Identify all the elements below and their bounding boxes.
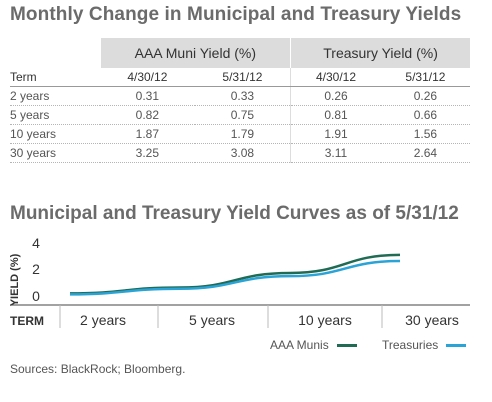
series-layer (69, 253, 401, 296)
cell-value: 0.81 (290, 105, 381, 125)
group-header-muni: AAA Muni Yield (%) (99, 38, 291, 68)
cell-value: 1.91 (290, 124, 381, 144)
group-header-blank (10, 38, 100, 68)
legend-swatch (336, 343, 357, 347)
yield-curve-chart: YIELD (%) 4 2 0 TERM 2 years 5 years 10 ye… (9, 235, 470, 328)
cell-value: 0.33 (194, 86, 291, 106)
legend-label: Treasuries (382, 338, 439, 352)
column-header-term: Term (10, 68, 100, 87)
column-header-muni-may: 5/31/12 (194, 68, 291, 87)
yields-table: AAA Muni Yield (%) Treasury Yield (%) Te… (10, 38, 470, 163)
table-column-header: Term 4/30/12 5/31/12 4/30/12 5/31/12 (10, 68, 470, 87)
cell-value: 3.11 (290, 143, 381, 163)
cell-value: 0.66 (380, 105, 470, 125)
x-tick-label: 2 years (80, 312, 126, 328)
row-term: 2 years (10, 86, 100, 106)
table-row: 30 years 3.25 3.08 3.11 2.64 (10, 143, 470, 163)
y-tick-label: 2 (32, 261, 40, 277)
x-axis-label: TERM (10, 314, 44, 328)
column-header-treasury-apr: 4/30/12 (290, 68, 381, 87)
cell-value: 0.26 (380, 86, 470, 106)
x-tick-layer: 2 years 5 years 10 years 30 years (59, 305, 459, 328)
x-tick-label: 5 years (189, 312, 235, 328)
table-row: 5 years 0.82 0.75 0.81 0.66 (10, 105, 470, 125)
cell-value: 0.82 (100, 105, 195, 125)
row-term: 10 years (10, 124, 100, 144)
cell-value: 0.31 (100, 86, 195, 106)
x-tick-label: 30 years (405, 312, 459, 328)
table-group-header: AAA Muni Yield (%) Treasury Yield (%) (10, 38, 470, 68)
table-row: 10 years 1.87 1.79 1.91 1.56 (10, 124, 470, 144)
series-line (69, 259, 401, 296)
cell-value: 0.26 (290, 86, 381, 106)
group-header-treasury: Treasury Yield (%) (290, 38, 470, 68)
x-tick-label: 10 years (298, 312, 352, 328)
legend-label: AAA Munis (270, 338, 329, 352)
cell-value: 2.64 (380, 143, 470, 163)
legend-item-muni: AAA Munis (270, 338, 357, 352)
cell-value: 1.79 (194, 124, 291, 144)
cell-value: 3.08 (194, 143, 291, 163)
legend-swatch (446, 343, 467, 347)
row-term: 5 years (10, 105, 100, 125)
table-title: Monthly Change in Municipal and Treasury… (10, 4, 462, 25)
column-header-muni-apr: 4/30/12 (100, 68, 195, 87)
cell-value: 3.25 (100, 143, 195, 163)
series-line (69, 253, 401, 295)
source-note: Sources: BlackRock; Bloomberg. (10, 362, 186, 376)
y-tick-label: 0 (32, 288, 40, 304)
y-tick-label: 4 (32, 235, 40, 251)
cell-value: 0.75 (194, 105, 291, 125)
column-header-treasury-may: 5/31/12 (380, 68, 470, 87)
cell-value: 1.87 (100, 124, 195, 144)
legend-item-treasury: Treasuries (382, 338, 467, 352)
cell-value: 1.56 (380, 124, 470, 144)
y-axis-label: YIELD (%) (9, 253, 21, 306)
table-row: 2 years 0.31 0.33 0.26 0.26 (10, 86, 470, 106)
row-term: 30 years (10, 143, 100, 163)
chart-title: Municipal and Treasury Yield Curves as o… (10, 203, 459, 224)
